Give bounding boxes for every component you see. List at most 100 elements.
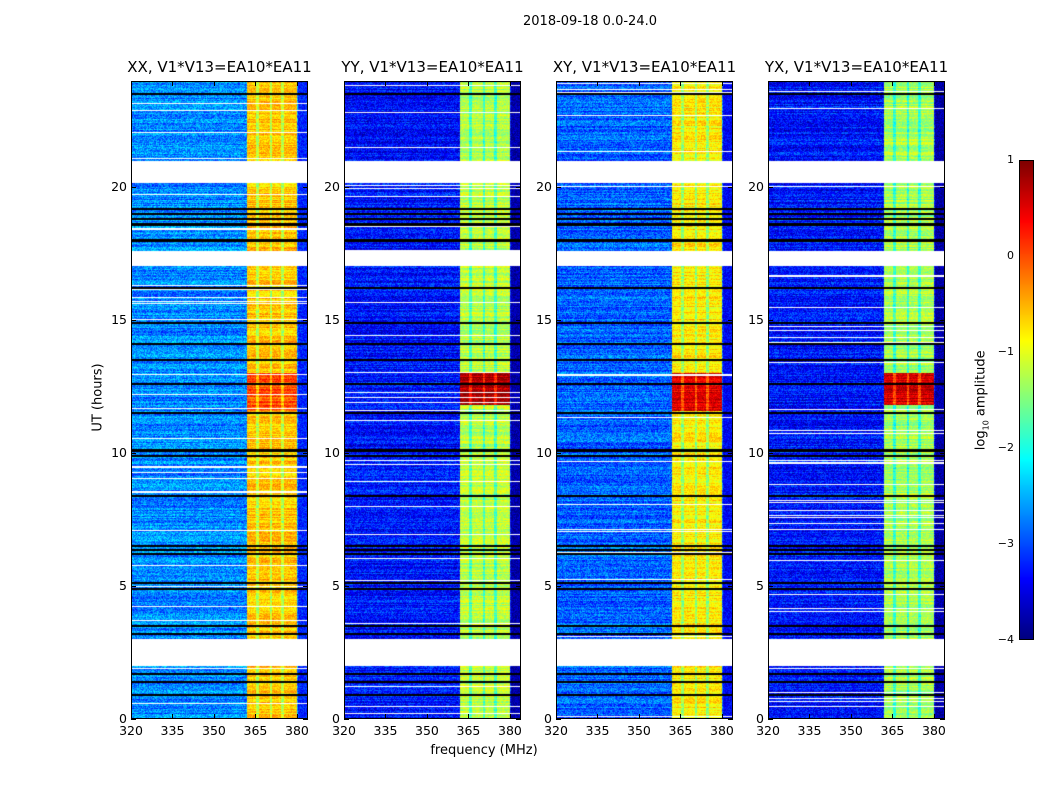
y-tick — [768, 453, 773, 455]
y-tick — [556, 453, 561, 455]
y-tick-label: 20 — [111, 179, 127, 195]
x-tick — [680, 81, 682, 86]
x-tick — [255, 714, 257, 719]
y-tick — [940, 719, 945, 720]
x-tick-label: 350 — [202, 723, 226, 738]
x-axis-label: frequency (MHz) — [430, 743, 538, 758]
x-tick — [426, 714, 428, 719]
x-tick — [509, 81, 511, 86]
x-tick — [933, 81, 935, 86]
y-tick — [556, 719, 561, 720]
x-tick-label: 335 — [797, 723, 822, 738]
y-tick-label: 15 — [324, 312, 340, 328]
x-tick — [850, 81, 852, 86]
x-tick — [213, 714, 215, 719]
y-tick — [728, 719, 733, 720]
y-tick-label: 5 — [332, 578, 340, 594]
axes-frame — [768, 81, 945, 719]
spectrogram-panel: XX, V1*V13=EA10*EA11 320 335 350 365 380 0 5 10 1… — [111, 58, 312, 738]
colorbar-tick-label: −1 — [997, 345, 1014, 358]
y-tick — [344, 719, 349, 720]
x-tick-label: 335 — [160, 723, 185, 738]
y-tick — [131, 320, 136, 322]
y-tick-label: 20 — [536, 179, 552, 195]
heatmap-image — [768, 81, 945, 719]
x-tick-label: 320 — [756, 723, 780, 738]
y-tick — [344, 320, 349, 322]
y-tick — [516, 453, 521, 455]
axes-frame — [344, 81, 521, 719]
colorbar-tick-label: −4 — [997, 633, 1014, 646]
x-tick-label: 335 — [373, 723, 398, 738]
x-tick — [296, 81, 298, 86]
y-tick — [728, 320, 733, 322]
x-tick — [768, 81, 769, 86]
x-tick — [172, 714, 174, 719]
x-tick — [680, 714, 682, 719]
panel-title: XX, V1*V13=EA10*EA11 — [127, 58, 312, 76]
y-axis-label: UT (hours) — [90, 363, 106, 432]
y-tick-label: 15 — [536, 312, 552, 328]
x-tick — [255, 81, 257, 86]
x-tick-label: 380 — [922, 723, 946, 738]
x-tick-label: 320 — [544, 723, 568, 738]
y-tick-label: 5 — [119, 578, 127, 594]
colorbar-tick-label: −2 — [997, 441, 1014, 454]
x-tick-label: 365 — [668, 723, 693, 738]
y-tick — [940, 320, 945, 322]
y-tick-label: 0 — [756, 711, 764, 726]
x-tick — [385, 714, 387, 719]
y-tick — [516, 320, 521, 322]
x-tick — [721, 714, 723, 719]
x-tick — [385, 81, 387, 86]
colorbar-label: log10 amplitude — [973, 350, 991, 451]
y-tick-label: 20 — [748, 179, 764, 195]
x-tick — [638, 714, 640, 719]
y-tick — [344, 453, 349, 455]
y-tick — [516, 586, 521, 588]
y-tick-label: 0 — [119, 711, 127, 726]
y-tick — [768, 719, 773, 720]
x-tick-label: 365 — [243, 723, 268, 738]
axes-frame — [556, 81, 733, 719]
y-tick — [728, 586, 733, 588]
x-tick-label: 335 — [585, 723, 610, 738]
x-tick-label: 380 — [498, 723, 522, 738]
x-tick — [468, 714, 470, 719]
y-tick — [516, 719, 521, 720]
x-tick — [597, 81, 599, 86]
heatmap-image — [556, 81, 733, 719]
x-tick — [344, 81, 345, 86]
y-tick-label: 0 — [544, 711, 552, 726]
x-tick — [933, 714, 935, 719]
colorbar-tick-label: 1 — [1007, 153, 1014, 166]
y-tick — [303, 586, 308, 588]
x-tick-label: 365 — [456, 723, 481, 738]
x-tick — [892, 81, 894, 86]
y-tick — [303, 187, 308, 189]
x-tick — [721, 81, 723, 86]
y-tick — [344, 586, 349, 588]
x-tick-label: 320 — [332, 723, 356, 738]
y-tick-label: 15 — [748, 312, 764, 328]
x-tick-label: 365 — [880, 723, 905, 738]
x-tick — [426, 81, 428, 86]
y-tick-label: 5 — [756, 578, 764, 594]
y-tick — [728, 453, 733, 455]
figure-title: 2018-09-18 0.0-24.0 — [523, 14, 657, 29]
y-tick-label: 10 — [324, 445, 340, 461]
panel-title: YX, V1*V13=EA10*EA11 — [764, 58, 949, 76]
x-tick — [468, 81, 470, 86]
x-tick — [768, 714, 769, 719]
panel-title: YY, V1*V13=EA10*EA11 — [341, 58, 524, 76]
colorbar-tick-label: −3 — [997, 537, 1014, 550]
x-tick — [597, 714, 599, 719]
x-tick — [344, 714, 345, 719]
y-tick — [940, 453, 945, 455]
y-tick — [768, 586, 773, 588]
y-tick — [303, 453, 308, 455]
x-tick — [556, 81, 557, 86]
heatmap-image — [344, 81, 521, 719]
x-tick-label: 350 — [415, 723, 439, 738]
